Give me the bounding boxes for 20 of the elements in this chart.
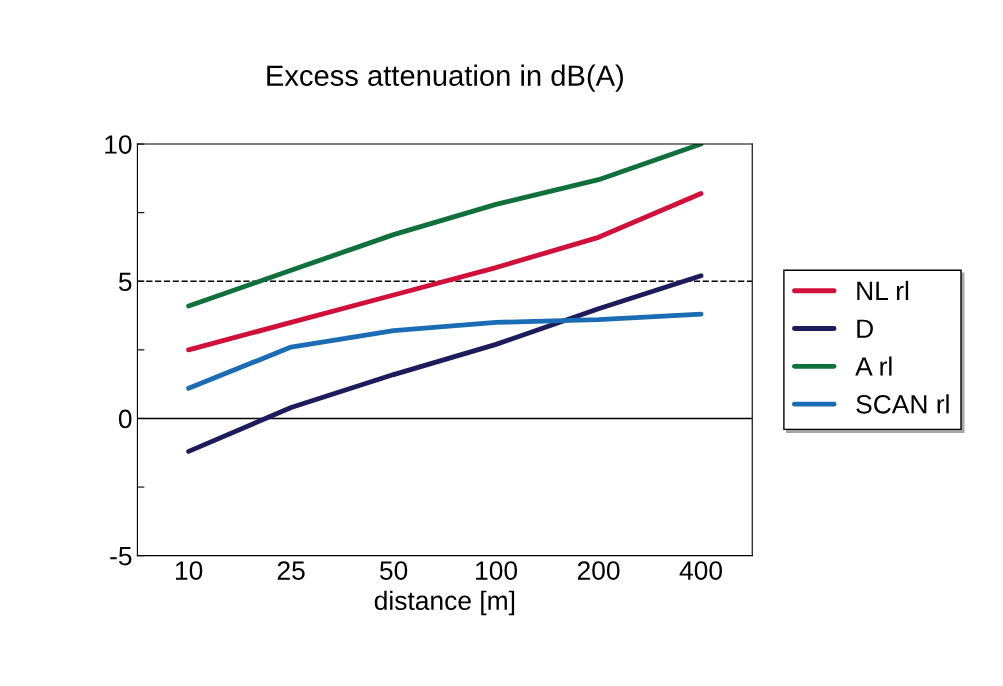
x-axis-title: distance [m] (374, 590, 515, 616)
x-tick-label: 25 (277, 561, 305, 580)
line-series (186, 273, 704, 454)
x-tick-label: 10 (175, 561, 203, 580)
x-tick-label: 200 (577, 561, 620, 580)
legend-label: SCAN rl (856, 394, 949, 414)
y-tick-label: -5 (110, 547, 132, 566)
x-tick-label: 50 (379, 561, 408, 580)
chart-title: Excess attenuation in dB(A) (267, 64, 623, 92)
legend-label: NL rl (857, 280, 909, 300)
line-series (186, 191, 704, 353)
y-tick-label: 0 (118, 409, 132, 429)
y-tick-label: 10 (105, 135, 132, 154)
line-series (186, 144, 704, 309)
x-tick-label: 100 (476, 561, 518, 580)
x-tick-label: 400 (679, 561, 722, 580)
line-series (186, 311, 704, 391)
y-tick-label: 5 (118, 272, 132, 292)
legend-label: A rl (855, 356, 892, 376)
legend-label: D (857, 319, 873, 338)
